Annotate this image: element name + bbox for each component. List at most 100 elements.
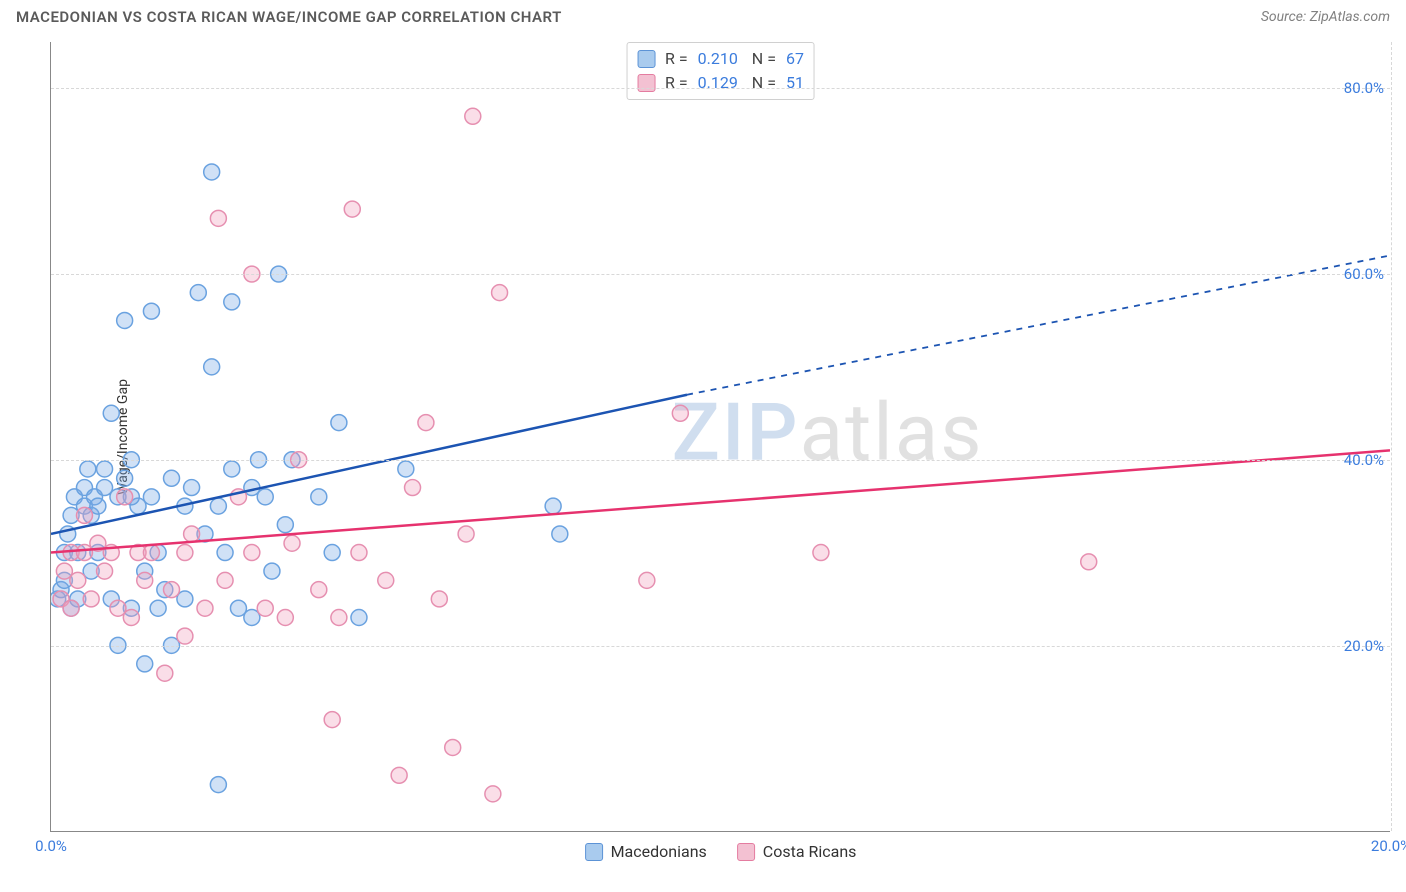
scatter-point — [405, 480, 421, 496]
scatter-point — [465, 108, 481, 124]
scatter-point — [164, 470, 180, 486]
scatter-point — [76, 480, 92, 496]
legend-item-macedonians: Macedonians — [585, 842, 707, 861]
scatter-point — [130, 498, 146, 514]
xtick-label: 20.0% — [1371, 837, 1406, 855]
scatter-point — [150, 545, 166, 561]
scatter-point — [103, 591, 119, 607]
scatter-point — [53, 591, 69, 607]
scatter-point — [143, 303, 159, 319]
gridline-h — [51, 646, 1390, 647]
scatter-point — [331, 610, 347, 626]
scatter-point — [164, 582, 180, 598]
scatter-point — [244, 480, 260, 496]
legend-swatch-macedonians — [585, 843, 603, 861]
scatter-point — [545, 498, 561, 514]
scatter-point — [56, 572, 72, 588]
scatter-point — [197, 526, 213, 542]
scatter-point — [284, 535, 300, 551]
scatter-point — [90, 545, 106, 561]
gridline-h — [51, 88, 1390, 89]
scatter-point — [150, 600, 166, 616]
xtick-label: 0.0% — [35, 837, 67, 855]
scatter-point — [143, 545, 159, 561]
scatter-point — [90, 498, 106, 514]
gridline-h — [51, 460, 1390, 461]
scatter-point — [83, 563, 99, 579]
stats-row-macedonians: R = 0.210 N = 67 — [637, 47, 804, 71]
chart-container: MACEDONIAN VS COSTA RICAN WAGE/INCOME GA… — [0, 0, 1406, 892]
ytick-label: 40.0% — [1344, 451, 1384, 469]
scatter-point — [51, 591, 66, 607]
scatter-point — [224, 461, 240, 477]
scatter-point — [204, 359, 220, 375]
scatter-point — [63, 545, 79, 561]
scatter-point — [70, 545, 86, 561]
scatter-point — [63, 507, 79, 523]
scatter-point — [97, 461, 113, 477]
scatter-point — [177, 545, 193, 561]
gridline-h — [51, 274, 1390, 275]
scatter-point — [123, 610, 139, 626]
scatter-point — [351, 610, 367, 626]
scatter-point — [418, 415, 434, 431]
scatter-point — [83, 591, 99, 607]
scatter-point — [639, 572, 655, 588]
scatter-point — [137, 563, 153, 579]
scatter-point — [184, 480, 200, 496]
trend-line-dashed — [687, 255, 1390, 394]
scatter-point — [311, 489, 327, 505]
scatter-point — [177, 591, 193, 607]
scatter-point — [66, 489, 82, 505]
scatter-point — [197, 600, 213, 616]
scatter-point — [458, 526, 474, 542]
scatter-point — [210, 777, 226, 793]
scatter-point — [445, 739, 461, 755]
source-attribution: Source: ZipAtlas.com — [1261, 9, 1390, 25]
scatter-point — [1081, 554, 1097, 570]
scatter-point — [672, 405, 688, 421]
scatter-point — [331, 415, 347, 431]
scatter-point — [123, 600, 139, 616]
scatter-point — [157, 582, 173, 598]
scatter-point — [63, 600, 79, 616]
scatter-point — [97, 480, 113, 496]
watermark: ZIPatlas — [672, 385, 984, 479]
scatter-point — [177, 628, 193, 644]
scatter-point — [351, 545, 367, 561]
scatter-point — [813, 545, 829, 561]
chart-title: MACEDONIAN VS COSTA RICAN WAGE/INCOME GA… — [16, 8, 562, 26]
scatter-point — [70, 572, 86, 588]
scatter-point — [117, 312, 133, 328]
scatter-point — [110, 600, 126, 616]
scatter-point — [217, 572, 233, 588]
scatter-point — [311, 582, 327, 598]
watermark-brand: ZIP — [672, 385, 800, 479]
legend-item-costaricans: Costa Ricans — [737, 842, 857, 861]
scatter-point — [324, 545, 340, 561]
scatter-point — [177, 498, 193, 514]
scatter-point — [80, 461, 96, 477]
plot-area: Wage/Income Gap ZIPatlas R = 0.210 N = 6… — [50, 42, 1390, 832]
scatter-point — [210, 210, 226, 226]
scatter-point — [244, 545, 260, 561]
swatch-macedonians — [637, 50, 655, 68]
scatter-point — [76, 545, 92, 561]
scatter-point — [344, 201, 360, 217]
legend-label-macedonians: Macedonians — [611, 842, 707, 861]
trend-line — [51, 395, 687, 534]
bottom-legend: Macedonians Costa Ricans — [585, 842, 857, 861]
scatter-point — [137, 656, 153, 672]
r-value-macedonians: 0.210 — [698, 47, 738, 71]
scatter-point — [257, 600, 273, 616]
scatter-point — [485, 786, 501, 802]
scatter-point — [70, 591, 86, 607]
scatter-point — [130, 545, 146, 561]
scatter-point — [56, 545, 72, 561]
scatter-point — [324, 712, 340, 728]
r-value-costaricans: 0.129 — [698, 71, 738, 95]
ytick-label: 60.0% — [1344, 265, 1384, 283]
legend-label-costaricans: Costa Ricans — [763, 842, 857, 861]
scatter-point — [224, 294, 240, 310]
scatter-point — [277, 610, 293, 626]
